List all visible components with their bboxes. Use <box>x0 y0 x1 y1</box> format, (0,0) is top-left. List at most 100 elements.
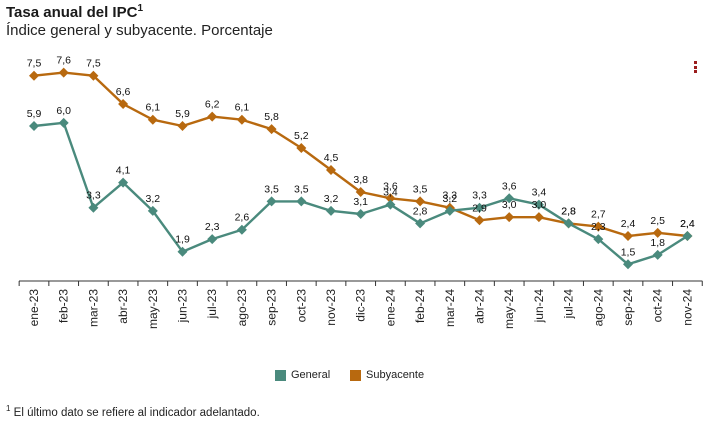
data-point-general[interactable] <box>563 218 574 229</box>
data-point-general[interactable] <box>296 196 307 207</box>
data-label-subyacente: 5,2 <box>294 130 309 142</box>
chart-menu-icon[interactable] <box>694 61 698 75</box>
data-point-subyacente[interactable] <box>415 196 426 207</box>
data-label-general: 6,0 <box>56 105 71 117</box>
data-label-subyacente: 6,1 <box>145 102 160 114</box>
data-label-subyacente: 7,5 <box>27 58 42 70</box>
data-label-subyacente: 5,8 <box>264 111 279 123</box>
data-point-general[interactable] <box>207 234 218 245</box>
data-point-general[interactable] <box>623 259 633 270</box>
data-label-general: 3,4 <box>383 187 398 199</box>
x-tick-label: abr-24 <box>473 289 487 324</box>
data-point-subyacente[interactable] <box>177 121 188 131</box>
data-point-subyacente[interactable] <box>29 70 39 81</box>
legend-label-subyacente: Subyacente <box>366 369 425 381</box>
data-point-general[interactable] <box>474 202 485 213</box>
data-point-subyacente[interactable] <box>652 227 663 238</box>
data-label-subyacente: 2,4 <box>680 218 695 230</box>
footnote: 1 El último dato se refiere al indicador… <box>6 404 260 419</box>
data-label-general: 2,3 <box>591 221 606 233</box>
x-tick-label: nov-23 <box>324 289 338 326</box>
data-point-general[interactable] <box>236 224 247 235</box>
data-label-subyacente: 2,7 <box>591 209 606 221</box>
data-label-general: 5,9 <box>27 108 42 120</box>
data-point-general[interactable] <box>326 205 336 216</box>
data-label-general: 2,8 <box>561 205 576 217</box>
data-point-general[interactable] <box>652 249 663 260</box>
data-point-general[interactable] <box>58 117 69 128</box>
data-point-subyacente[interactable] <box>355 187 366 197</box>
data-label-subyacente: 2,9 <box>472 202 487 214</box>
legend-swatch-subyacente <box>350 369 361 381</box>
data-point-general[interactable] <box>444 205 455 216</box>
data-label-general: 3,2 <box>145 193 160 205</box>
data-point-subyacente[interactable] <box>207 111 218 122</box>
x-tick-label: oct-24 <box>651 289 665 323</box>
data-point-subyacente[interactable] <box>533 212 544 223</box>
data-point-general[interactable] <box>504 193 515 204</box>
data-label-subyacente: 3,0 <box>532 199 547 211</box>
data-point-subyacente[interactable] <box>326 165 336 175</box>
data-point-subyacente[interactable] <box>504 212 515 223</box>
data-point-general[interactable] <box>118 177 129 188</box>
data-point-general[interactable] <box>177 246 188 257</box>
data-label-subyacente: 3,5 <box>413 183 428 195</box>
legend-item-subyacente[interactable]: Subyacente <box>350 369 424 381</box>
x-tick-label: jul-24 <box>562 289 576 320</box>
data-label-subyacente: 6,1 <box>235 102 250 114</box>
data-labels: 7,5 7,6 7,56,66,15,96,2 6,15,85,24,53,83,6 3… <box>27 55 695 259</box>
data-label-subyacente: 6,6 <box>116 86 131 98</box>
data-point-subyacente[interactable] <box>266 124 277 135</box>
x-tick-label: dic-23 <box>354 289 368 322</box>
x-tick-label: jul-23 <box>205 289 219 320</box>
data-point-general[interactable] <box>266 196 277 207</box>
data-point-general[interactable] <box>88 202 99 213</box>
data-point-subyacente[interactable] <box>623 231 633 241</box>
data-point-general[interactable] <box>29 121 39 131</box>
data-label-general: 2,4 <box>680 218 695 230</box>
data-label-general: 1,9 <box>175 234 190 246</box>
chart-subtitle: Índice general y subyacente. Porcentaje <box>6 22 273 39</box>
chart-title: Tasa anual del IPC1 <box>6 3 143 21</box>
data-label-general: 3,3 <box>86 190 101 202</box>
data-point-subyacente[interactable] <box>147 114 158 125</box>
data-point-subyacente[interactable] <box>474 215 485 226</box>
data-point-general[interactable] <box>385 199 396 210</box>
data-label-subyacente: 2,5 <box>650 215 665 227</box>
x-axis: ene-23 feb-23 mar-23 abr-23 may-23 jun-23 jul-… <box>18 280 703 329</box>
data-label-general: 3,6 <box>502 180 517 192</box>
data-point-subyacente[interactable] <box>236 114 247 125</box>
data-label-general: 3,3 <box>472 190 487 202</box>
x-tick-label: oct-23 <box>294 289 308 323</box>
data-label-subyacente: 4,5 <box>324 152 339 164</box>
data-label-subyacente: 7,5 <box>86 58 101 70</box>
data-point-general[interactable] <box>682 231 693 241</box>
data-point-subyacente[interactable] <box>118 99 129 109</box>
x-tick-label: jun-24 <box>532 289 546 324</box>
data-point-subyacente[interactable] <box>296 143 307 153</box>
data-point-general[interactable] <box>415 218 426 229</box>
data-label-subyacente: 7,6 <box>56 55 71 67</box>
legend-swatch-general <box>275 369 286 381</box>
x-tick-label: sep-23 <box>265 289 279 326</box>
x-tick-label: ene-24 <box>383 289 397 327</box>
data-point-general[interactable] <box>355 209 366 219</box>
data-label-general: 3,2 <box>324 193 339 205</box>
x-tick-label: may-23 <box>146 289 160 329</box>
data-label-subyacente: 2,4 <box>621 218 636 230</box>
data-label-subyacente: 3,3 <box>442 190 457 202</box>
data-point-general[interactable] <box>533 199 544 210</box>
data-label-subyacente: 2,8 <box>561 205 576 217</box>
x-tick-label: feb-23 <box>57 289 71 323</box>
data-point-subyacente[interactable] <box>385 193 396 204</box>
data-point-general[interactable] <box>147 205 158 216</box>
data-label-general: 3,2 <box>442 193 457 205</box>
data-label-general: 2,3 <box>205 221 220 233</box>
data-point-subyacente[interactable] <box>58 67 69 78</box>
data-point-subyacente[interactable] <box>88 70 99 81</box>
legend-item-general[interactable]: General <box>275 369 330 381</box>
x-tick-label: mar-24 <box>443 289 457 327</box>
legend-label-general: General <box>291 369 331 381</box>
data-point-subyacente[interactable] <box>593 221 604 232</box>
data-point-general[interactable] <box>593 234 604 245</box>
